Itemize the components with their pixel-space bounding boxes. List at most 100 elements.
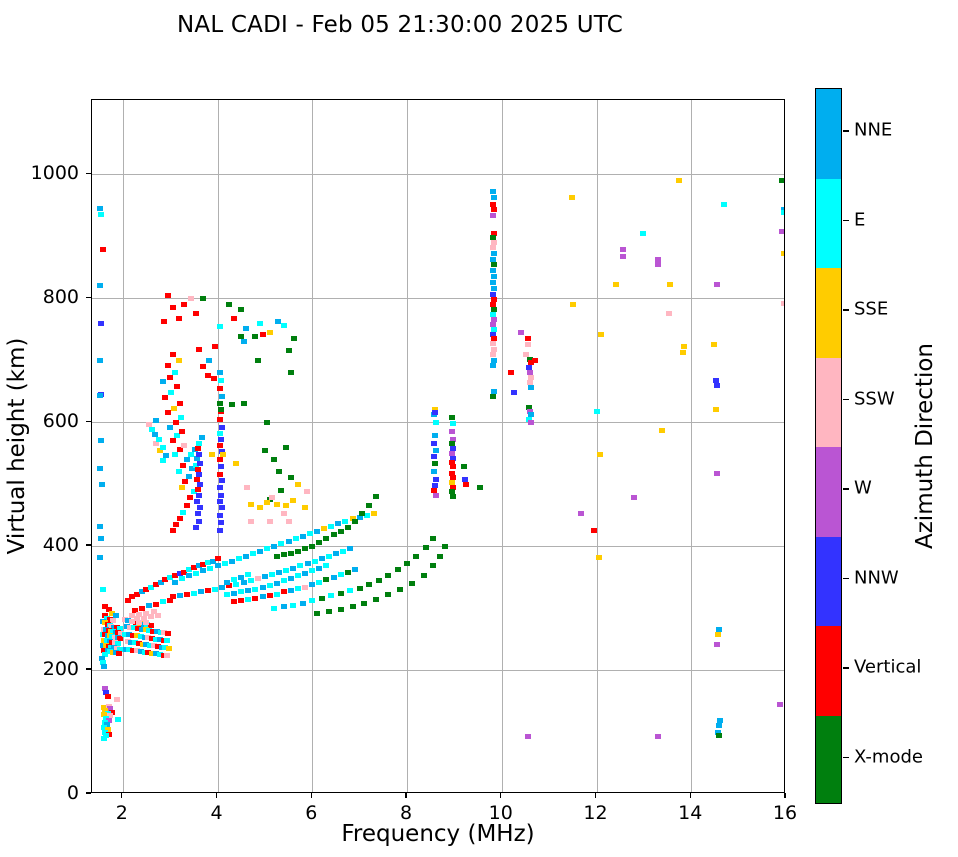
gridline-horizontal (92, 298, 784, 300)
data-point-x-mode (254, 357, 261, 363)
data-point-e (186, 567, 193, 573)
colorbar-segment-ssw[interactable] (816, 357, 841, 448)
data-point-nne (332, 551, 339, 557)
data-point-x-mode (323, 577, 330, 583)
data-point-nnw (219, 505, 226, 511)
data-point-e (311, 558, 318, 564)
data-point-sse (714, 631, 721, 637)
data-point-nnw (432, 409, 439, 415)
data-point-vertical (216, 443, 223, 449)
data-point-e (190, 590, 197, 596)
data-point-e (175, 469, 182, 475)
data-point-x-mode (323, 536, 330, 542)
data-point-nnw (712, 377, 719, 383)
data-point-nne (97, 283, 104, 289)
data-point-e (148, 584, 155, 590)
data-point-nne (259, 584, 266, 590)
data-point-vertical (150, 628, 157, 634)
colorbar-segment-nne[interactable] (816, 89, 841, 179)
data-point-ssw (151, 643, 158, 649)
data-point-vertical (160, 637, 167, 643)
data-point-e (149, 427, 156, 433)
data-point-vertical (154, 644, 161, 650)
colorbar-segment-nnw[interactable] (816, 536, 841, 627)
data-point-nne (143, 642, 150, 648)
data-point-e (283, 568, 290, 574)
data-point-e (205, 560, 212, 566)
data-point-nne (240, 579, 247, 585)
data-point-e (273, 591, 280, 597)
data-point-vertical (463, 481, 470, 487)
data-point-e (146, 627, 153, 633)
data-point-ssw (143, 620, 150, 626)
data-point-x-mode (287, 551, 294, 557)
x-tick-mark (310, 793, 312, 798)
data-point-sse (370, 511, 377, 517)
colorbar-segment-x-mode[interactable] (816, 715, 841, 803)
data-point-nne (351, 567, 358, 573)
data-point-x-mode (430, 563, 437, 569)
data-point-vertical (169, 528, 176, 534)
data-point-nne (314, 528, 321, 534)
x-tick-label: 16 (772, 802, 798, 824)
data-point-e (245, 572, 252, 578)
data-point-nne (528, 385, 535, 390)
colorbar-segment-w[interactable] (816, 447, 841, 537)
data-point-e (122, 631, 129, 637)
colorbar-label-ssw: SSW (854, 388, 895, 410)
data-point-vertical (187, 495, 194, 501)
data-point-sse (780, 251, 784, 257)
data-point-vertical (528, 360, 535, 366)
data-point-sse (134, 633, 140, 639)
data-point-x-mode (285, 348, 292, 354)
data-point-vertical (490, 301, 497, 307)
data-point-e (224, 591, 230, 597)
data-point-nne (280, 604, 287, 610)
data-point-nne (257, 548, 264, 554)
data-point-sse (273, 501, 280, 507)
data-point-x-mode (441, 543, 448, 549)
data-point-nnw (97, 320, 104, 326)
data-point-nne (238, 574, 245, 580)
y-tick-label: 200 (42, 658, 79, 681)
x-tick-label: 4 (210, 802, 223, 824)
data-point-sse (142, 627, 149, 633)
data-point-nne (259, 594, 266, 600)
colorbar-segment-e[interactable] (816, 178, 841, 269)
colorbar-segment-sse[interactable] (816, 268, 841, 358)
colorbar[interactable] (815, 88, 842, 804)
data-point-ssw (280, 511, 287, 517)
colorbar-segment-vertical[interactable] (816, 626, 841, 716)
data-point-ssw (780, 300, 784, 306)
data-point-sse (321, 526, 328, 532)
data-point-sse (283, 502, 290, 508)
plot-area[interactable] (91, 99, 785, 793)
data-point-ssw (152, 441, 159, 447)
data-point-x-mode (238, 334, 245, 340)
gridline-vertical (691, 100, 693, 792)
colorbar-tick-mark (843, 488, 849, 490)
data-point-w (655, 257, 662, 263)
data-point-nne (167, 424, 174, 430)
x-tick-label: 8 (399, 802, 413, 824)
data-point-x-mode (450, 494, 457, 500)
data-point-vertical (491, 297, 498, 303)
data-point-e (160, 458, 167, 464)
data-point-e (266, 583, 273, 589)
data-point-ssw (491, 346, 498, 352)
data-point-nne (160, 379, 167, 385)
data-point-x-mode (396, 587, 403, 593)
data-point-e (132, 640, 139, 646)
data-point-x-mode (252, 334, 259, 340)
data-point-x-mode (283, 444, 290, 450)
data-point-nne (145, 603, 152, 609)
data-point-vertical (171, 573, 178, 579)
data-point-nne (125, 618, 132, 623)
data-point-nne (200, 568, 207, 574)
data-point-e (141, 649, 148, 655)
data-point-x-mode (779, 178, 784, 184)
data-point-nnw (217, 485, 224, 491)
data-point-x-mode (240, 401, 247, 407)
data-point-nne (97, 357, 104, 363)
data-point-vertical (200, 363, 207, 369)
